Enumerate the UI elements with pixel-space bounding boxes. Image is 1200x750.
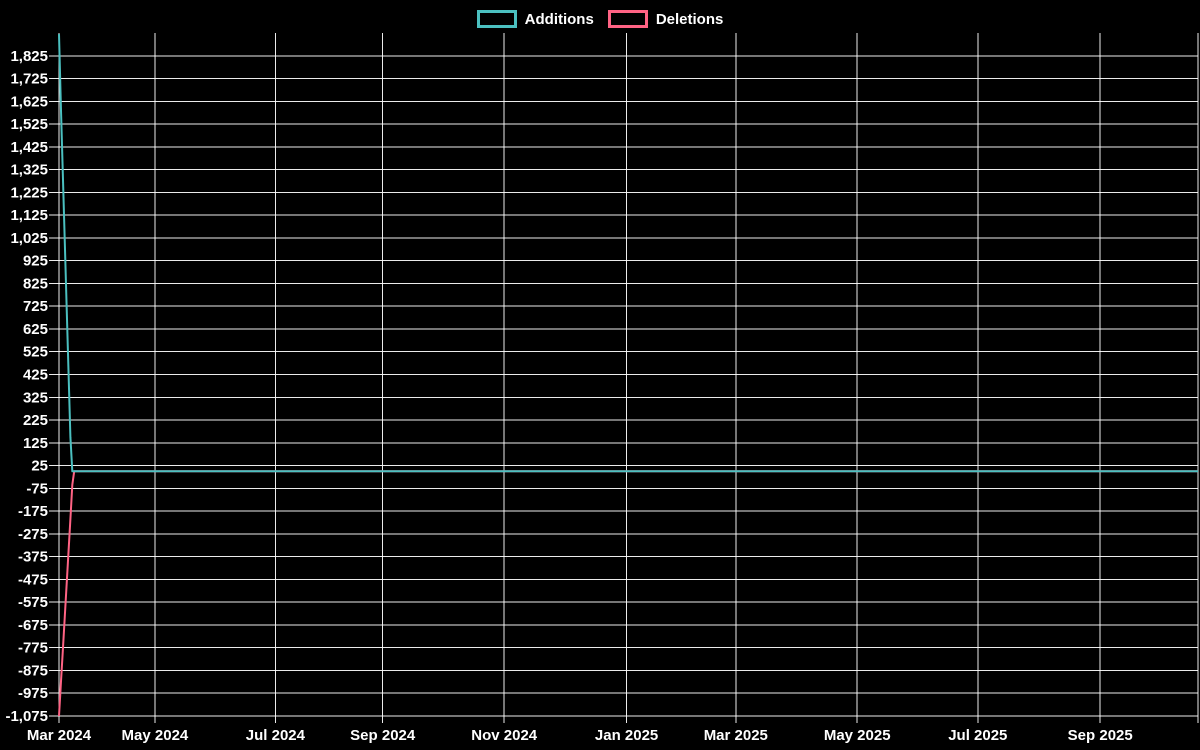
legend-item-additions[interactable]: Additions — [476, 10, 594, 28]
x-tick-label: Nov 2024 — [471, 727, 538, 744]
series-lines — [58, 34, 1198, 717]
axis-labels: 1,825 1,725 1,625 1,525 1,425 1,325 1,225 1,125… — [5, 48, 1132, 744]
y-tick-label: 1,125 — [10, 207, 48, 224]
deletions-line — [58, 470, 1198, 717]
y-tick-label: -675 — [18, 617, 48, 634]
y-tick-label: -875 — [18, 662, 48, 679]
y-tick-label: 225 — [23, 412, 48, 429]
additions-line — [58, 34, 1198, 473]
y-tick-label: -375 — [18, 549, 48, 566]
x-tick-label: Sep 2024 — [350, 727, 416, 744]
y-tick-label: 725 — [23, 298, 48, 315]
x-tick-label: Mar 2024 — [27, 727, 92, 744]
y-tick-label: 25 — [31, 458, 48, 475]
x-tick-label: Jan 2025 — [595, 727, 658, 744]
x-tick-label: Mar 2025 — [704, 727, 768, 744]
y-tick-label: 925 — [23, 253, 48, 270]
y-tick-label: 1,825 — [10, 48, 48, 65]
y-tick-label: -1,075 — [5, 708, 48, 725]
y-tick-label: 125 — [23, 435, 48, 452]
y-tick-label: -575 — [18, 594, 48, 611]
y-tick-label: 825 — [23, 275, 48, 292]
y-tick-label: 1,225 — [10, 184, 48, 201]
y-tick-label: 1,025 — [10, 230, 48, 247]
x-tick-label: Jul 2025 — [948, 727, 1007, 744]
y-tick-label: 425 — [23, 366, 48, 383]
y-tick-label: -775 — [18, 640, 48, 657]
y-tick-label: 625 — [23, 321, 48, 338]
y-tick-label: -475 — [18, 571, 48, 588]
y-tick-label: 1,625 — [10, 93, 48, 110]
deletions-swatch-icon — [607, 10, 648, 28]
additions-swatch-icon — [476, 10, 517, 28]
legend-item-deletions[interactable]: Deletions — [607, 10, 724, 28]
legend-label-deletions: Deletions — [655, 10, 724, 28]
x-tick-label: Sep 2025 — [1068, 727, 1133, 744]
y-tick-label: -975 — [18, 685, 48, 702]
y-tick-label: -275 — [18, 526, 48, 543]
y-tick-label: 1,325 — [10, 162, 48, 179]
y-tick-label: 1,425 — [10, 139, 48, 156]
tick-marks — [49, 55, 1199, 723]
chart-legend: Additions Deletions — [0, 8, 1200, 30]
y-tick-label: -175 — [18, 503, 48, 520]
x-tick-label: May 2025 — [824, 727, 891, 744]
y-tick-label: 1,725 — [10, 70, 48, 87]
y-tick-label: 325 — [23, 389, 48, 406]
gridlines — [58, 33, 1199, 717]
x-tick-label: Jul 2024 — [246, 727, 306, 744]
y-tick-label: -75 — [26, 480, 48, 497]
x-tick-label: May 2024 — [122, 727, 189, 744]
y-tick-label: 1,525 — [10, 116, 48, 133]
legend-label-additions: Additions — [524, 10, 594, 28]
y-tick-label: 525 — [23, 344, 48, 361]
